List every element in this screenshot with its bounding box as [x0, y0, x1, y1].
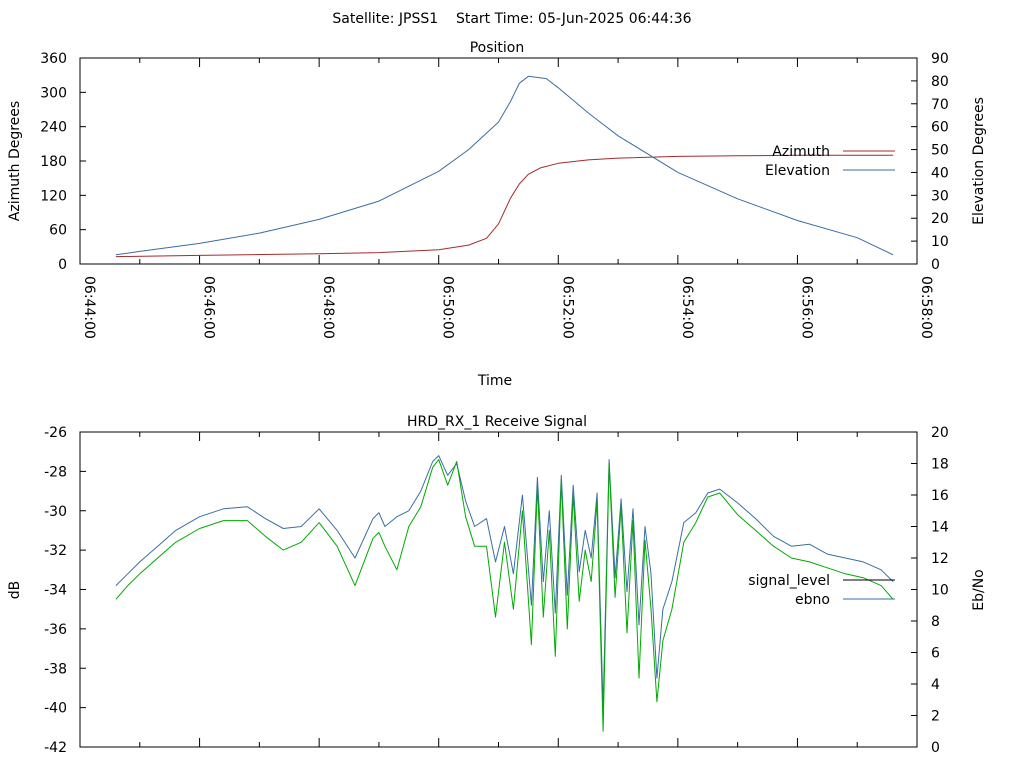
signal-series	[115, 455, 894, 732]
receive-signal-chart: HRD_RX_1 Receive Signal dB Eb/No -42-40-…	[7, 414, 987, 756]
position-xlabel: Time	[477, 373, 512, 389]
signal-ylabel: dB	[7, 581, 23, 600]
position-title: Position	[470, 40, 525, 56]
position-series	[115, 75, 894, 258]
signal-title: HRD_RX_1 Receive Signal	[407, 414, 587, 430]
position-ylabel: Azimuth Degrees	[7, 101, 23, 221]
legend-label-signal-level: signal_level	[748, 573, 830, 589]
y-tick-label: 120	[40, 188, 67, 204]
series-line-elevation	[115, 75, 894, 256]
x-tick-label: 06:48:00	[320, 276, 336, 339]
y2-tick-label: 10	[931, 234, 949, 250]
x-tick-label: 06:52:00	[559, 276, 575, 339]
y2-tick-label: 16	[931, 488, 949, 504]
y2-tick-label: 20	[931, 211, 949, 227]
legend-label-elevation: Elevation	[765, 163, 830, 179]
y2-tick-label: 0	[931, 257, 940, 273]
y-tick-label: 180	[40, 154, 67, 170]
y-tick-label: 240	[40, 120, 67, 136]
x-tick-label: 06:54:00	[679, 276, 695, 339]
y2-tick-label: 80	[931, 74, 949, 90]
y-tick-label: 0	[58, 257, 67, 273]
x-tick-label: 06:58:00	[918, 276, 934, 339]
legend-label-ebno: ebno	[795, 592, 830, 608]
series-line-signal-level	[115, 455, 894, 709]
y2-tick-label: 60	[931, 120, 949, 136]
signal-legend: signal_level ebno	[748, 573, 895, 608]
y-tick-label: -26	[44, 425, 67, 441]
x-tick-label: 06:50:00	[440, 276, 456, 339]
position-y2label: Elevation Degrees	[971, 97, 987, 225]
y-tick-label: -38	[44, 661, 67, 677]
y2-tick-label: 10	[931, 583, 949, 599]
y-tick-label: -28	[44, 464, 67, 480]
y-tick-label: -32	[44, 543, 67, 559]
y-tick-label: -36	[44, 622, 67, 638]
series-line-ebno	[115, 459, 894, 732]
y2-tick-label: 12	[931, 551, 949, 567]
y2-tick-label: 50	[931, 143, 949, 159]
y-tick-label: -30	[44, 504, 67, 520]
position-legend: Azimuth Elevation	[765, 144, 895, 179]
signal-ticks: -42 -40 -38 -36 -34 -32 -30 -28 -26 0 2 4 6 8 10 12 14 16…	[44, 425, 949, 756]
position-chart: Position Time Azimuth Degrees Elevation …	[7, 40, 987, 389]
series-line-azimuth	[115, 154, 894, 258]
y2-tick-label: 8	[931, 614, 940, 630]
y2-tick-label: 90	[931, 51, 949, 67]
position-plot-frame	[79, 57, 918, 265]
x-tick-label: 06:56:00	[798, 276, 814, 339]
y-tick-label: 360	[40, 51, 67, 67]
y2-tick-label: 4	[931, 677, 940, 693]
y-tick-label: -42	[44, 740, 67, 756]
x-tick-label: 06:44:00	[81, 276, 97, 339]
y-tick-label: 300	[40, 85, 67, 101]
y2-tick-label: 0	[931, 740, 940, 756]
signal-y2label: Eb/No	[971, 569, 987, 611]
y2-tick-label: 6	[931, 646, 940, 662]
figure-title: Satellite: JPSS1 Start Time: 05-Jun-2025…	[332, 11, 691, 27]
y-tick-label: -40	[44, 701, 67, 717]
y-tick-label: -34	[44, 583, 67, 599]
y2-tick-label: 20	[931, 425, 949, 441]
y2-tick-label: 2	[931, 709, 940, 725]
y2-tick-label: 70	[931, 97, 949, 113]
legend-label-azimuth: Azimuth	[772, 144, 830, 160]
y2-tick-label: 14	[931, 520, 949, 536]
y2-tick-label: 30	[931, 188, 949, 204]
y2-tick-label: 18	[931, 457, 949, 473]
y2-tick-label: 40	[931, 165, 949, 181]
position-ticks: 0 60 120 180 240 300 360 0 10 20 30 40 50 60 70 80 90 06:…	[40, 51, 949, 339]
y-tick-label: 60	[49, 223, 67, 239]
x-tick-label: 06:46:00	[201, 276, 217, 339]
